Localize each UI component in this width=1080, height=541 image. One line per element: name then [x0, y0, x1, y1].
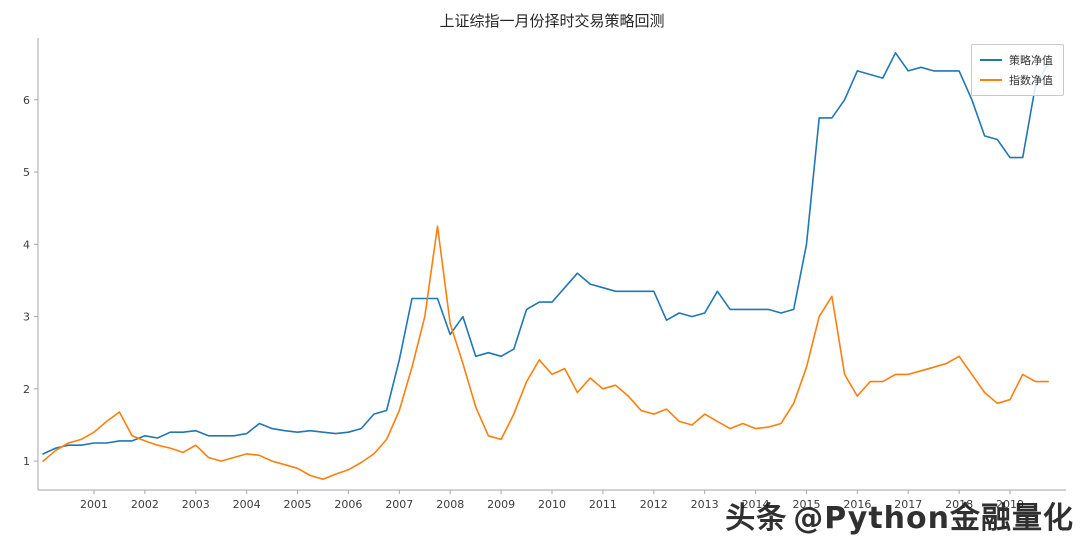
x-tick-label: 2009 [487, 498, 515, 511]
chart-title: 上证综指一月份择时交易策略回测 [439, 12, 665, 30]
x-tick-label: 2010 [538, 498, 566, 511]
x-tick-label: 2005 [284, 498, 312, 511]
y-tick-label: 2 [23, 383, 30, 396]
legend-label: 指数净值 [1009, 74, 1053, 87]
legend-item-0: 策略净值 [980, 50, 1053, 70]
x-tick-label: 2007 [385, 498, 413, 511]
series-line-0 [42, 52, 1049, 455]
x-tick-label: 2006 [334, 498, 362, 511]
x-tick-label: 2003 [182, 498, 210, 511]
y-tick-label: 3 [23, 311, 30, 324]
watermark-brand: 头条 [725, 501, 788, 536]
x-tick-label: 2004 [233, 498, 261, 511]
x-tick-label: 2012 [640, 498, 668, 511]
legend: 策略净值 指数净值 [971, 44, 1064, 96]
legend-item-1: 指数净值 [980, 70, 1053, 90]
watermark: 头条 @Python金融量化 [725, 493, 1074, 537]
legend-swatch [980, 59, 1002, 61]
x-tick-label: 2008 [436, 498, 464, 511]
y-tick-label: 5 [23, 166, 30, 179]
x-tick-label: 2019 [996, 498, 1024, 511]
series-line-1 [42, 225, 1049, 480]
x-tick-label: 2018 [945, 498, 973, 511]
x-tick-label: 2014 [742, 498, 770, 511]
x-tick-label: 2001 [80, 498, 108, 511]
x-tick-label: 2016 [843, 498, 871, 511]
x-tick-label: 2015 [792, 498, 820, 511]
x-tick-label: 2011 [589, 498, 617, 511]
x-tick-label: 2002 [131, 498, 159, 511]
x-tick-label: 2017 [894, 498, 922, 511]
y-tick-label: 4 [23, 238, 30, 251]
watermark-handle: @Python金融量化 [793, 501, 1074, 536]
y-tick-label: 6 [23, 94, 30, 107]
x-tick-label: 2013 [691, 498, 719, 511]
y-tick-label: 1 [23, 455, 30, 468]
legend-label: 策略净值 [1009, 54, 1053, 67]
legend-swatch [980, 79, 1002, 81]
